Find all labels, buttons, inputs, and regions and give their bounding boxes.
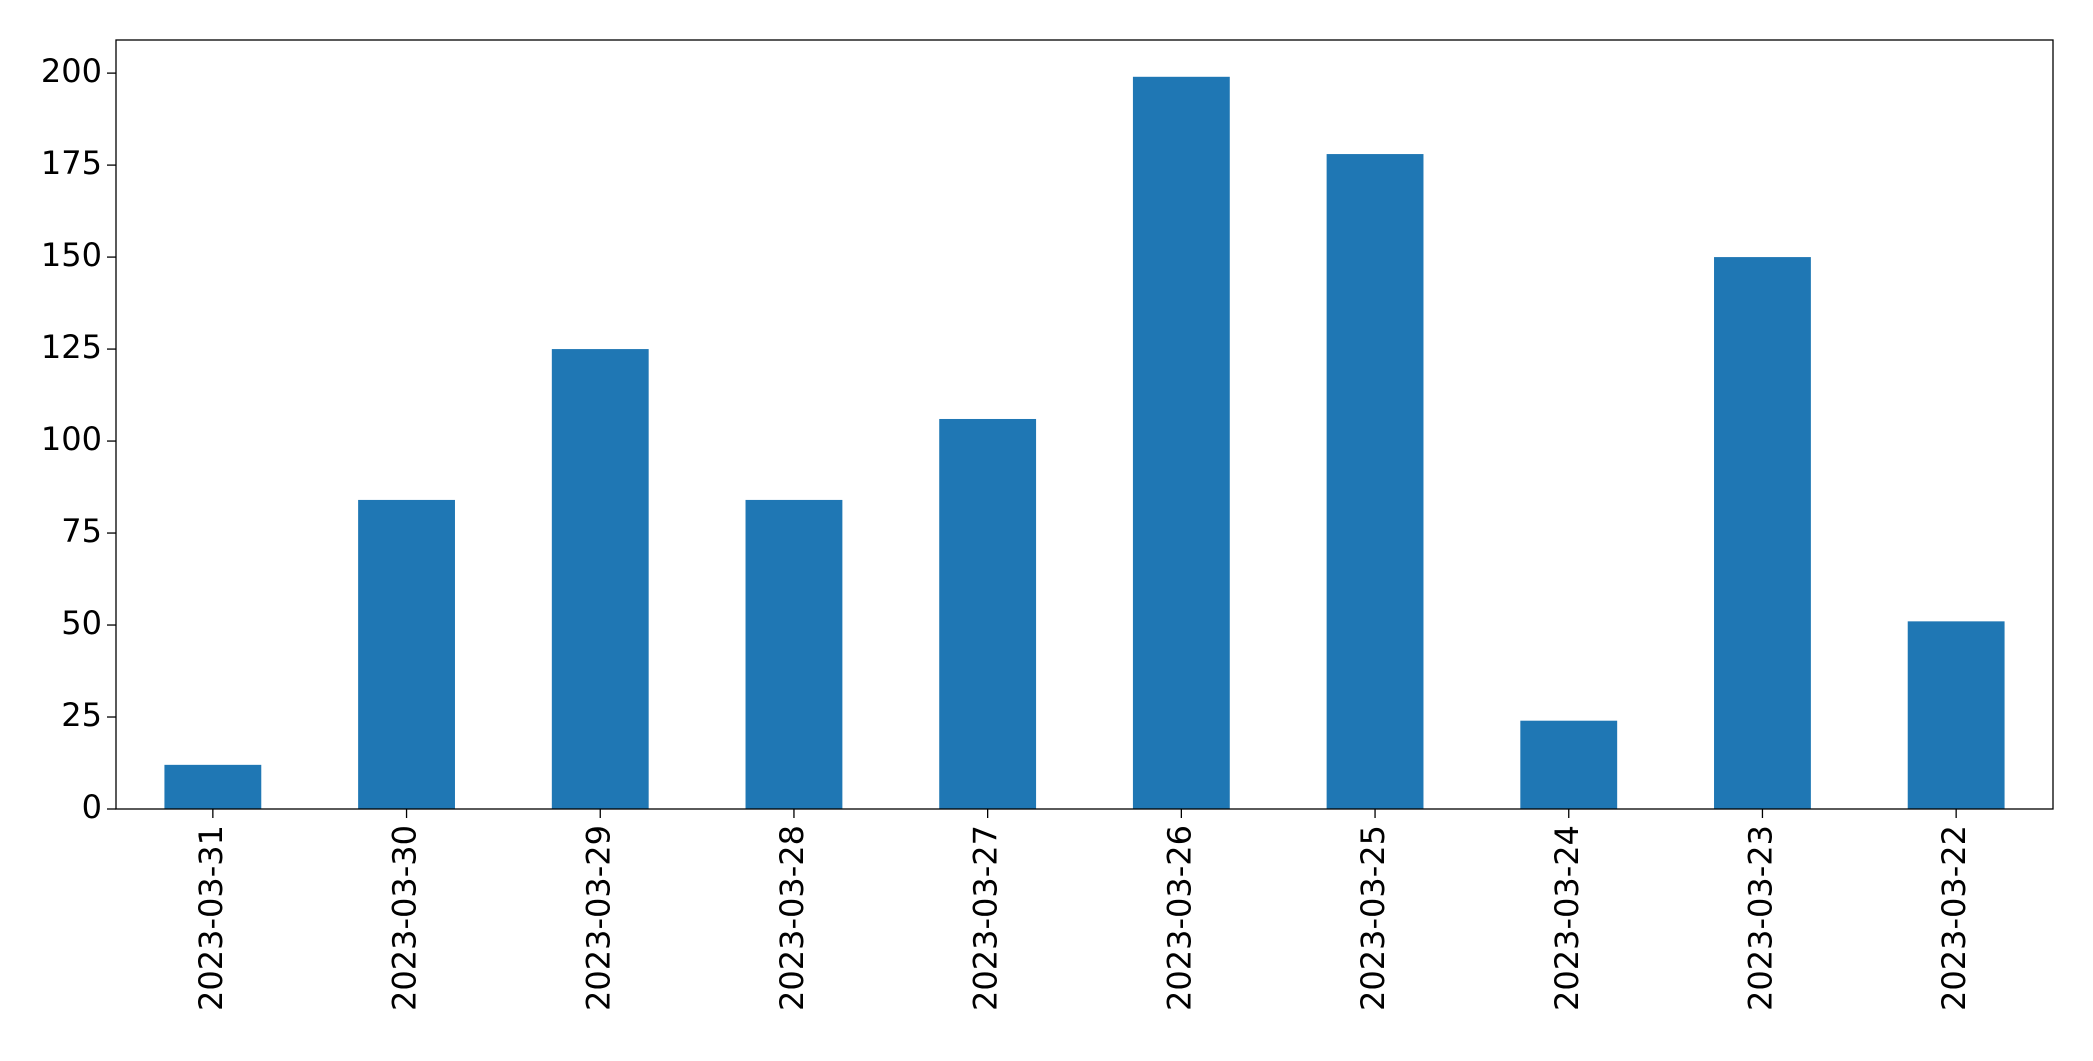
x-tick-label: 2023-03-29 [579,825,617,1011]
x-tick-label: 2023-03-23 [1741,825,1779,1011]
bar [164,764,262,809]
bar [1132,76,1230,810]
x-tick-label: 2023-03-26 [1160,825,1198,1011]
x-tick-label: 2023-03-25 [1354,825,1392,1011]
y-tick-label: 50 [61,604,102,642]
y-tick-label: 175 [41,144,102,182]
axes-frame [115,39,2054,810]
bar [358,499,455,809]
bar [1714,257,1811,809]
y-tick-label: 100 [41,420,102,458]
x-tick-label: 2023-03-28 [773,825,811,1011]
x-tick-label: 2023-03-27 [967,825,1005,1011]
x-tick-label: 2023-03-30 [386,825,424,1011]
bar [939,418,1037,809]
x-tick-label: 2023-03-22 [1935,825,1973,1011]
y-tick-label: 150 [41,236,102,274]
bar [551,349,649,809]
bar [1520,720,1618,809]
bar [1907,621,2005,809]
y-tick-label: 25 [61,696,102,734]
bar [1326,154,1424,809]
y-tick-label: 75 [61,512,102,550]
y-tick-label: 0 [82,788,102,826]
y-tick-label: 200 [41,52,102,90]
y-tick-label: 125 [41,328,102,366]
x-tick-label: 2023-03-31 [192,825,230,1011]
bar [745,499,843,809]
x-tick-label: 2023-03-24 [1548,825,1586,1011]
